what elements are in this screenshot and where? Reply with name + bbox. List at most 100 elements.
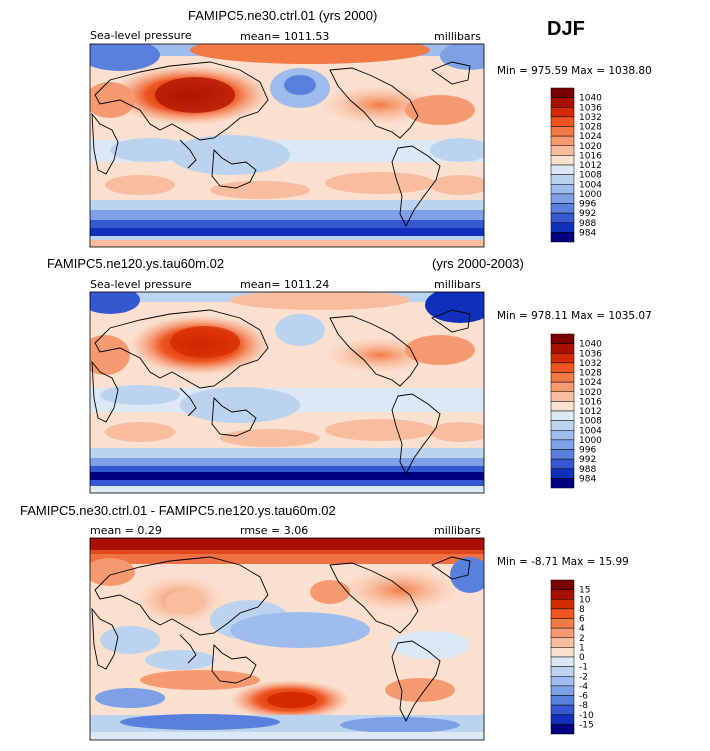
colorbar-tick-label: 1040 <box>579 94 602 104</box>
panel2-minmax: Min = 978.11 Max = 1035.07 <box>497 310 652 322</box>
season-label: DJF <box>547 18 585 40</box>
colorbar-swatch <box>550 410 575 421</box>
panel2-mean: mean= 1011.24 <box>240 278 330 291</box>
colorbar-swatch <box>550 685 575 696</box>
colorbar-tick-label: -10 <box>579 711 594 721</box>
colorbar-tick-label: -15 <box>579 720 594 730</box>
panel1-minmax: Min = 975.59 Max = 1038.80 <box>497 65 652 77</box>
colorbar-tick-label: 1032 <box>579 359 602 369</box>
colorbar-swatch <box>550 589 575 600</box>
colorbar-tick-label: 1024 <box>579 378 602 388</box>
colorbar-swatch <box>550 608 575 619</box>
colorbar-swatch <box>550 116 575 127</box>
colorbar-swatch <box>550 618 575 629</box>
colorbar-swatch <box>550 193 575 204</box>
colorbar-swatch <box>550 381 575 392</box>
colorbar-swatch <box>550 212 575 223</box>
colorbar-swatch <box>550 126 575 137</box>
panel1-mean: mean= 1011.53 <box>240 30 330 43</box>
colorbar-tick-label: 1012 <box>579 407 602 417</box>
colorbar-swatch <box>550 164 575 175</box>
colorbar-tick-label: 8 <box>579 605 585 615</box>
panel2-title: FAMIPC5.ne120.ys.tau60m.02 <box>47 256 225 271</box>
colorbar-tick-label: 0 <box>579 653 585 663</box>
colorbar-tick-label: 1036 <box>579 103 602 113</box>
colorbar-tick-label: 996 <box>579 200 596 210</box>
panel1-variable: Sea-level pressure <box>90 29 192 42</box>
panel2-map <box>90 292 484 493</box>
colorbar-tick-label: -2 <box>579 672 588 682</box>
colorbar-swatch <box>550 362 575 373</box>
colorbar-swatch <box>550 478 575 489</box>
colorbar-swatch <box>550 637 575 648</box>
colorbar-swatch <box>550 458 575 469</box>
colorbar-tick-label: 1004 <box>579 426 602 436</box>
colorbar-swatch <box>550 232 575 243</box>
panel2-colorbar: 1040103610321028102410201016101210081004… <box>550 333 602 489</box>
colorbar-swatch <box>550 107 575 118</box>
colorbar-tick-label: 1008 <box>579 417 602 427</box>
colorbar-swatch <box>550 391 575 402</box>
colorbar-swatch <box>550 184 575 195</box>
panel1-colorbar: 1040103610321028102410201016101210081004… <box>550 87 602 243</box>
panel2-years: (yrs 2000-2003) <box>432 256 524 271</box>
colorbar-tick-label: 992 <box>579 455 596 465</box>
colorbar-tick-label: 1020 <box>579 388 602 398</box>
panel1-map <box>90 44 484 247</box>
colorbar-tick-label: 1028 <box>579 369 602 379</box>
colorbar-swatch <box>550 666 575 677</box>
panel3-frame <box>89 537 485 741</box>
colorbar-swatch <box>550 145 575 156</box>
colorbar-swatch <box>550 174 575 185</box>
colorbar-tick-label: -6 <box>579 692 588 702</box>
colorbar-swatch <box>550 704 575 715</box>
colorbar-tick-label: 1000 <box>579 190 602 200</box>
colorbar-tick-label: 2 <box>579 634 585 644</box>
panel1-title: FAMIPC5.ne30.ctrl.01 (yrs 2000) <box>188 8 378 23</box>
colorbar-tick-label: 1016 <box>579 151 602 161</box>
colorbar-tick-label: 1028 <box>579 123 602 133</box>
colorbar-swatch <box>550 430 575 441</box>
panel1-frame <box>89 43 485 248</box>
colorbar-tick-label: 6 <box>579 615 585 625</box>
colorbar-swatch <box>550 714 575 725</box>
colorbar-swatch <box>550 647 575 658</box>
colorbar-tick-label: 1016 <box>579 397 602 407</box>
colorbar-swatch <box>550 420 575 431</box>
colorbar-swatch <box>550 449 575 460</box>
colorbar-swatch <box>550 439 575 450</box>
colorbar-tick-label: -1 <box>579 663 588 673</box>
colorbar-tick-label: 1040 <box>579 340 602 350</box>
colorbar-tick-label: 10 <box>579 595 591 605</box>
colorbar-tick-label: 1 <box>579 643 585 653</box>
colorbar-swatch <box>550 599 575 610</box>
colorbar-swatch <box>550 724 575 735</box>
colorbar-swatch <box>550 343 575 354</box>
colorbar-swatch <box>550 372 575 383</box>
colorbar-swatch <box>550 676 575 687</box>
colorbar-tick-label: -4 <box>579 682 588 692</box>
colorbar-swatch <box>550 87 575 98</box>
colorbar-tick-label: 1032 <box>579 113 602 123</box>
colorbar-swatch <box>550 579 575 590</box>
colorbar-tick-label: 1020 <box>579 142 602 152</box>
colorbar-swatch <box>550 401 575 412</box>
colorbar-tick-label: 996 <box>579 446 596 456</box>
colorbar-tick-label: 15 <box>579 586 590 596</box>
colorbar-swatch <box>550 203 575 214</box>
colorbar-swatch <box>550 656 575 667</box>
panel2-frame <box>89 291 485 494</box>
panel3-mean: mean = 0.29 <box>90 524 162 537</box>
panel1-units: millibars <box>434 30 481 43</box>
panel2-units: millibars <box>434 278 481 291</box>
colorbar-tick-label: -8 <box>579 701 588 711</box>
colorbar-swatch <box>550 222 575 233</box>
panel3-title: FAMIPC5.ne30.ctrl.01 - FAMIPC5.ne120.ys.… <box>20 503 336 518</box>
panel3-minmax: Min = -8.71 Max = 15.99 <box>497 556 629 568</box>
colorbar-swatch <box>550 155 575 166</box>
colorbar-tick-label: 984 <box>579 474 596 484</box>
colorbar-tick-label: 992 <box>579 209 596 219</box>
panel3-map <box>90 538 484 740</box>
